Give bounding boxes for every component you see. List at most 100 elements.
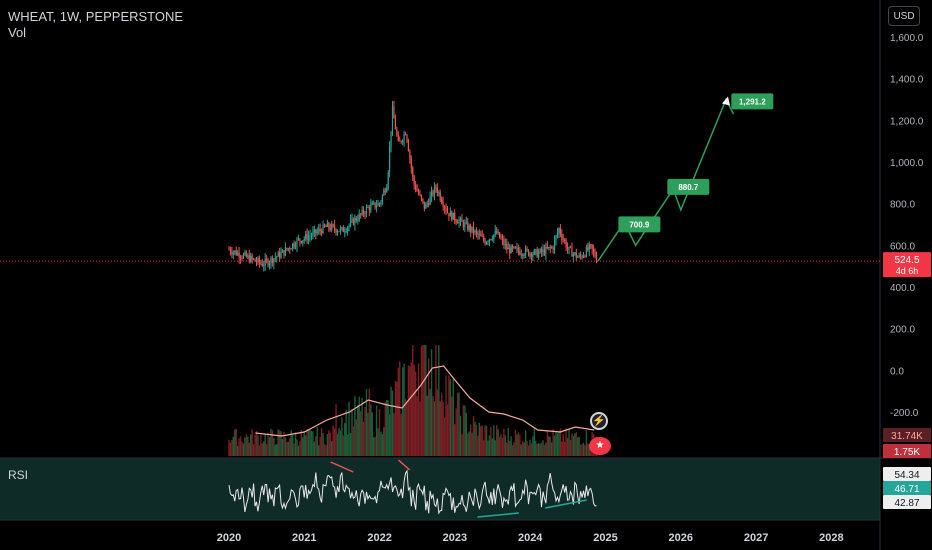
volume-bar — [264, 433, 266, 456]
volume-bar — [297, 445, 300, 456]
candle-body — [417, 191, 420, 195]
volume-bar — [565, 428, 567, 456]
volume-bar — [303, 430, 305, 456]
volume-bar — [550, 442, 553, 456]
candle-body — [574, 252, 576, 254]
volume-bar — [549, 436, 551, 456]
volume-bar — [582, 442, 585, 456]
candle-body — [338, 231, 340, 233]
candle-body — [360, 213, 362, 215]
candle-body — [375, 206, 378, 208]
volume-bar — [456, 392, 459, 456]
candle-body — [420, 194, 423, 199]
volume-bar — [429, 388, 431, 456]
candle-body — [575, 252, 577, 258]
volume-bar — [487, 440, 489, 456]
candle-body — [302, 240, 304, 243]
volume-bar — [315, 436, 317, 456]
volume-bar — [355, 419, 358, 456]
candle-body — [558, 228, 560, 233]
volume-bar — [304, 435, 307, 456]
volume-bar — [386, 400, 388, 456]
candle-body — [397, 134, 399, 141]
volume-bar — [488, 435, 491, 456]
rsi-indicator-label[interactable]: RSI — [8, 468, 29, 482]
candle-body — [520, 254, 522, 256]
candle-body — [413, 176, 415, 185]
volume-bar — [358, 396, 360, 456]
candle-body — [268, 262, 271, 266]
volume-bar — [260, 435, 262, 456]
candle-body — [242, 254, 245, 258]
volume-bar — [530, 443, 533, 456]
volume-bar — [346, 434, 349, 456]
volume-bar — [468, 431, 470, 456]
volume-bar — [238, 438, 240, 456]
candle-body — [551, 247, 553, 249]
candle-body — [325, 226, 327, 228]
volume-bar — [283, 431, 285, 456]
volume-bar — [342, 435, 345, 456]
us-flag-icon[interactable]: ★ — [589, 437, 611, 455]
volume-bar — [510, 436, 512, 456]
rsi-lower-value-box — [883, 495, 931, 509]
volume-bar — [584, 445, 586, 456]
candle-body — [500, 237, 502, 239]
candle-body — [493, 234, 495, 240]
volume-bar — [562, 434, 564, 456]
candle-body — [487, 241, 489, 243]
volume-bar — [581, 444, 583, 456]
volume-bar — [322, 432, 324, 456]
price-tick-label: 1,400.0 — [890, 75, 924, 86]
volume-bar — [364, 407, 366, 456]
volume-bar — [312, 431, 314, 456]
volume-bar — [545, 442, 547, 456]
candle-body — [323, 224, 326, 227]
candle-body — [281, 250, 284, 253]
volume-bar — [345, 409, 347, 456]
volume-bar — [575, 432, 577, 456]
volume-bar — [585, 430, 588, 456]
candle-body — [565, 241, 567, 249]
volume-bar — [484, 425, 486, 456]
symbol-title[interactable]: WHEAT, 1W, PEPPERSTONE — [8, 9, 184, 24]
price-tick-label: 800.0 — [890, 200, 915, 211]
volume-indicator-label[interactable]: Vol — [8, 25, 27, 40]
projection-arrow — [721, 96, 730, 106]
currency-button[interactable]: USD — [888, 6, 920, 26]
candle-body — [231, 252, 233, 255]
volume-bar — [469, 424, 472, 456]
bar-countdown: 4d 6h — [896, 266, 919, 276]
volume-bar — [412, 345, 414, 456]
volume-bar — [388, 414, 391, 456]
volume-bar — [325, 445, 327, 456]
time-tick-label: 2026 — [669, 532, 693, 544]
candle-body — [250, 255, 252, 262]
candle-body — [503, 239, 505, 246]
volume-bar — [406, 402, 408, 456]
volume-bar — [381, 434, 384, 456]
candle-body — [540, 249, 543, 253]
volume-bar — [339, 430, 342, 456]
candle-body — [467, 222, 469, 230]
volume-bar — [426, 395, 428, 456]
volume-bar — [276, 444, 278, 456]
volume-bar — [359, 411, 362, 456]
candle-body — [522, 254, 524, 256]
candle-body — [587, 247, 589, 251]
candle-body — [358, 213, 360, 221]
volume-bar — [338, 428, 340, 456]
candle-body — [545, 246, 547, 255]
volume-bar — [244, 437, 246, 456]
volume-bar — [507, 428, 509, 456]
volume-bar — [228, 439, 230, 456]
volume-bar — [368, 388, 371, 456]
volume-bar — [511, 445, 514, 456]
volume-bar — [478, 422, 481, 456]
candle-body — [312, 231, 314, 236]
candle-body — [296, 239, 298, 247]
flash-icon[interactable]: ⚡ — [590, 412, 608, 430]
candle-body — [532, 254, 534, 257]
volume-bar — [287, 441, 290, 456]
